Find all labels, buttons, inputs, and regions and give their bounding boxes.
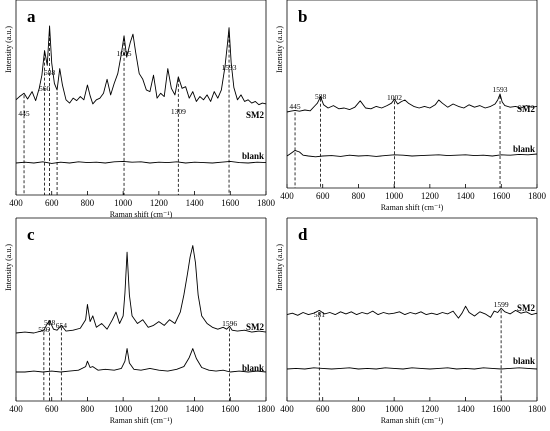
panel-b-blank-label: blank xyxy=(513,144,535,154)
panel-c-sm2-line xyxy=(15,245,267,334)
panel-d-sm2-line xyxy=(286,305,538,319)
panel-a-peak-label: 588 xyxy=(44,68,56,77)
panel-b-x-axis-title: Raman shift (cm⁻¹) xyxy=(381,203,444,212)
panel-c-blank-label: blank xyxy=(242,363,264,373)
panel-a-x-tick-label: 800 xyxy=(81,198,95,208)
panel-b-peak-label: 588 xyxy=(315,92,327,101)
panel-a-sm2-label: SM2 xyxy=(246,110,265,120)
panel-a-peak-label: 1005 xyxy=(117,49,132,58)
panel-c-sm2-label: SM2 xyxy=(246,322,265,332)
panel-a-x-tick-label: 1000 xyxy=(114,198,133,208)
panel-a-peak-label: 1593 xyxy=(222,63,237,72)
panel-a-x-tick-label: 600 xyxy=(45,198,59,208)
panel-b-x-tick-label: 1400 xyxy=(457,191,476,201)
panel-b-peak-label: 1593 xyxy=(493,85,508,94)
panel-c-x-tick-label: 1400 xyxy=(186,404,205,414)
panel-d-x-tick-label: 1000 xyxy=(385,404,404,414)
panel-d-x-tick-label: 1800 xyxy=(528,404,547,414)
panel-a-peak-label: 445 xyxy=(18,109,30,118)
panel-b-x-tick-label: 800 xyxy=(352,191,366,201)
panel-c-letter: c xyxy=(27,225,35,244)
panel-b-x-tick-label: 1800 xyxy=(528,191,547,201)
panel-a-peak-label: 560 xyxy=(39,84,51,93)
panel-b-y-axis-title: Intensity (a.u.) xyxy=(275,26,284,73)
panel-b-x-tick-label: 1000 xyxy=(385,191,404,201)
panel-d-sm2-label: SM2 xyxy=(517,303,536,313)
panel-b-x-tick-label: 400 xyxy=(280,191,294,201)
panel-c-peak-label: 588 xyxy=(44,318,56,327)
panel-d-x-axis-title: Raman shift (cm⁻¹) xyxy=(381,416,444,425)
panel-d-peak-label: 581 xyxy=(314,310,326,319)
panel-a-x-tick-label: 1200 xyxy=(150,198,169,208)
panel-a-blank-line xyxy=(15,160,267,164)
panel-b-sm2-line xyxy=(286,93,538,113)
panel-b-x-tick-label: 1600 xyxy=(492,191,511,201)
panel-d-peak-label: 1599 xyxy=(494,300,509,309)
panel-c-x-tick-label: 600 xyxy=(45,404,59,414)
panel-c-blank-line xyxy=(16,348,267,373)
panel-c-x-tick-label: 1600 xyxy=(221,404,240,414)
panel-b-sm2-label: SM2 xyxy=(517,104,536,114)
panel-b-blank-line xyxy=(286,149,538,158)
panel-c-x-tick-label: 400 xyxy=(9,404,23,414)
panel-d-x-tick-label: 400 xyxy=(280,404,294,414)
panel-d-x-tick-label: 1400 xyxy=(457,404,476,414)
panel-a-x-tick-label: 1800 xyxy=(257,198,276,208)
panel-c-x-tick-label: 1000 xyxy=(114,404,133,414)
panel-a-letter: a xyxy=(27,7,36,26)
panel-d-x-tick-label: 1200 xyxy=(421,404,440,414)
panel-c-peak-label: 1596 xyxy=(222,319,237,328)
panel-d-blank-line xyxy=(286,367,538,370)
panel-c-x-tick-label: 1200 xyxy=(150,404,169,414)
panel-c-x-axis-title: Raman shift (cm⁻¹) xyxy=(110,416,173,425)
panel-b-peak-label: 445 xyxy=(289,102,301,111)
panel-c-peak-label: 556 xyxy=(38,325,50,334)
panel-a-peak-label: 1309 xyxy=(171,107,186,116)
panel-c-x-tick-label: 800 xyxy=(81,404,95,414)
panel-a-y-axis-title: Intensity (a.u.) xyxy=(4,26,13,73)
panel-d-x-tick-label: 800 xyxy=(352,404,366,414)
panel-b-x-tick-label: 1200 xyxy=(421,191,440,201)
panel-a-sm2-line xyxy=(15,25,267,106)
panel-d-x-tick-label: 600 xyxy=(316,404,330,414)
panel-a-blank-label: blank xyxy=(242,151,264,161)
panel-a-x-tick-label: 1400 xyxy=(186,198,205,208)
panel-a-x-tick-label: 400 xyxy=(9,198,23,208)
panel-b-peak-label: 1002 xyxy=(387,93,402,102)
panel-d-x-tick-label: 1600 xyxy=(492,404,511,414)
panel-a-x-tick-label: 1600 xyxy=(221,198,240,208)
panel-d-blank-label: blank xyxy=(513,356,535,366)
panel-c-y-axis-title: Intensity (a.u.) xyxy=(4,244,13,291)
panel-d-y-axis-title: Intensity (a.u.) xyxy=(275,244,284,291)
panel-a-x-axis-title: Raman shift (cm⁻¹) xyxy=(110,210,173,219)
panel-b-x-tick-label: 600 xyxy=(316,191,330,201)
panel-b-letter: b xyxy=(298,7,307,26)
panel-c-peak-label: 654 xyxy=(56,321,68,330)
panel-d-letter: d xyxy=(298,225,308,244)
panel-c-x-tick-label: 1800 xyxy=(257,404,276,414)
